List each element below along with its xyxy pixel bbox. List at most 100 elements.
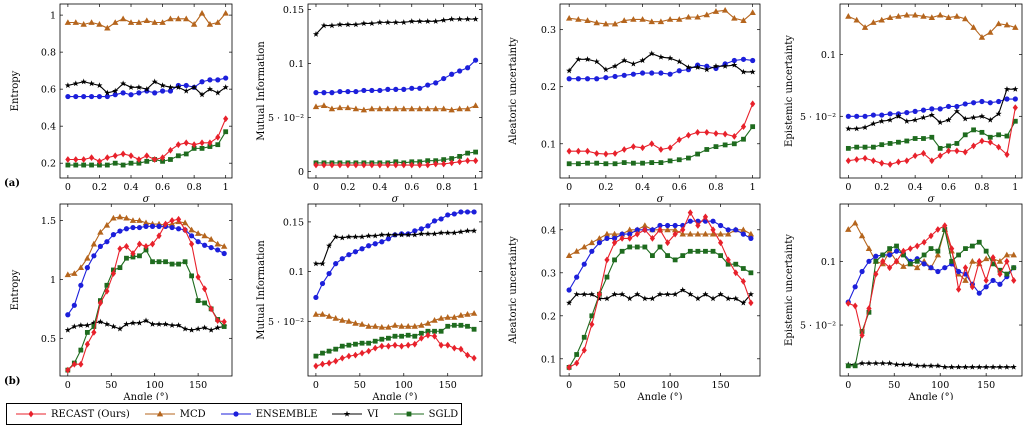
chart-8: 0 50 100 150 5 · 10⁻² 0.1 Angle (°) Epistemic u… [784,203,1023,400]
data-point [464,311,471,317]
data-point [962,15,969,22]
data-point [1003,85,1011,92]
data-point [333,261,339,267]
data-point [679,230,686,237]
data-point [120,90,126,96]
x-tick-label: 0 [845,380,851,391]
data-point [990,261,996,267]
data-point [694,230,702,237]
data-point [713,144,719,150]
data-point [84,254,91,261]
data-point [935,248,941,254]
data-point [649,70,655,76]
data-point [352,105,360,112]
data-point [612,161,618,167]
data-point [377,87,383,94]
data-point [996,143,1002,151]
data-point [417,85,423,91]
data-point [937,145,943,151]
data-point [369,161,375,169]
data-point [143,223,149,229]
data-point [657,53,664,60]
data-point [449,156,455,161]
data-point [440,17,447,23]
data-point [845,145,851,151]
data-point [207,236,215,242]
data-point [750,57,756,64]
y-tick-label: 0.8 [41,48,56,59]
data-point [748,270,754,276]
data-point [155,320,163,327]
data-point [214,19,221,25]
data-point [221,318,227,326]
data-point [445,212,451,218]
data-point [202,242,208,248]
data-point [418,321,425,328]
data-point [392,333,398,339]
star-marker-icon [332,410,363,417]
data-point [658,146,664,153]
data-point [664,291,671,297]
data-point [619,291,626,297]
data-point [603,74,609,81]
data-point [372,322,379,329]
data-point [979,129,985,135]
data-point [88,19,95,25]
data-point [144,152,150,160]
data-point [878,16,885,23]
data-point [359,340,365,346]
data-point [73,156,79,163]
diamond-marker-icon [16,410,46,418]
data-point [320,22,328,29]
data-point [949,258,955,264]
plot-frame [559,3,761,179]
data-point [149,320,156,327]
data-point [398,322,405,329]
data-point [667,55,674,61]
data-point [412,333,418,339]
data-point [1004,271,1010,277]
x-tick-label: 1 [750,182,756,193]
data-point [962,277,969,283]
data-point [1004,96,1010,102]
data-point [920,107,927,113]
data-point [130,250,136,257]
data-point [378,231,385,238]
data-point [731,14,738,21]
data-point [405,231,412,238]
data-point [471,227,478,234]
y-axis-label: Entropy [10,269,21,310]
data-point [954,147,960,155]
data-point [130,224,136,231]
data-point [724,230,732,237]
x-tick-label: 0.6 [404,182,419,193]
data-point [866,258,872,264]
data-point [725,261,731,267]
data-point [596,295,603,302]
y-tick-label: 1 [50,275,56,286]
data-point [104,239,110,245]
data-point [703,11,710,18]
data-point [565,252,573,258]
data-point [604,274,610,280]
data-point [110,323,117,330]
data-point [65,162,71,168]
data-point [465,65,471,71]
data-point [929,134,935,140]
data-point [709,230,717,237]
data-point [593,19,600,26]
legend-label: MCD [179,408,206,420]
data-point [175,322,182,328]
data-point [718,239,724,247]
data-point [352,351,359,359]
data-point [359,349,365,357]
data-point [928,232,934,240]
data-point [143,247,149,253]
data-point [111,267,116,273]
data-point [921,136,926,141]
data-point [221,324,227,329]
legend-marker [344,410,351,417]
data-point [136,90,142,96]
data-point [928,111,935,118]
data-point [326,348,332,354]
